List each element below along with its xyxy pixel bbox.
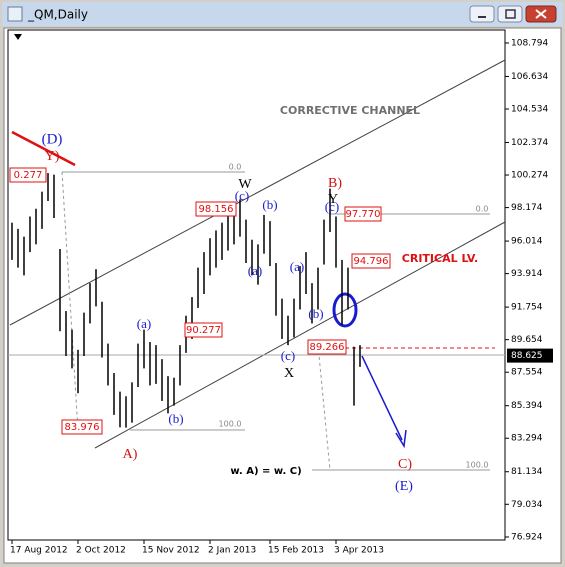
fib-label: 100.0: [219, 420, 242, 429]
wave-label: CRITICAL LV.: [402, 252, 478, 265]
x-tick-label: 15 Nov 2012: [142, 546, 200, 556]
fib-label: 0.0: [229, 163, 242, 172]
y-tick-label: 87.554: [511, 368, 543, 378]
wave-label: C): [398, 457, 412, 472]
minimize-button[interactable]: [469, 5, 495, 23]
y-tick-label: 93.914: [511, 269, 543, 279]
wave-label: (c): [325, 199, 339, 214]
wave-label: Y: [328, 192, 338, 207]
y-tick-label: 100.274: [511, 171, 548, 181]
y-tick-label: 76.924: [511, 532, 543, 542]
wave-label: (a): [248, 263, 262, 278]
fib-label: 100.0: [466, 461, 489, 470]
wave-label: CORRECTIVE CHANNEL: [280, 104, 420, 117]
y-tick-label: 85.394: [511, 401, 543, 411]
price-tag: 97.770: [346, 209, 381, 220]
window-title: _QM,Daily: [27, 8, 88, 22]
price-tag: 90.277: [186, 325, 221, 336]
price-tag-box: [195, 201, 237, 217]
plot: [7, 29, 506, 541]
window-icon: [7, 6, 23, 22]
arrow-head: [395, 429, 407, 449]
red-trendline: [11, 130, 76, 167]
y-tick-label: 102.374: [511, 138, 548, 148]
y-tick-label: 98.174: [511, 203, 543, 213]
x-tick-label: 3 Apr 2013: [334, 546, 384, 556]
wave-label: (D): [42, 131, 63, 147]
wave-label: (E): [395, 479, 413, 494]
x-tick-label: 17 Aug 2012: [10, 546, 68, 556]
wave-label: (b): [308, 306, 323, 321]
price-tag: 98.156: [199, 204, 234, 215]
channel-upper: [9, 59, 506, 326]
plot-border: [7, 29, 506, 541]
x-tick-label: 2 Jan 2013: [208, 546, 256, 556]
y-tick-label: 89.654: [511, 335, 543, 345]
wave-label: (c): [235, 188, 249, 203]
wave-label: W: [238, 177, 252, 192]
channel-lower: [94, 221, 506, 449]
wave-label: (c): [281, 348, 295, 363]
close-glyph: [535, 9, 547, 19]
fib-diagonal: [61, 171, 79, 431]
wave-label: X: [284, 366, 294, 381]
wave-label: A): [123, 447, 138, 462]
maximize-glyph: [505, 9, 516, 19]
x-tick-label: 2 Oct 2012: [76, 546, 126, 556]
price-tag-box: [9, 167, 47, 183]
wave-label: (b): [262, 197, 277, 212]
y-tick-label: 81.134: [511, 467, 543, 477]
current-price-box: [507, 348, 553, 363]
price-tag-box: [344, 206, 382, 222]
y-tick-label: 91.754: [511, 303, 543, 313]
current-price-label: 88.625: [511, 351, 543, 361]
price-tag: 83.976: [65, 422, 100, 433]
y-tick-label: 106.634: [511, 72, 548, 82]
price-tag-box: [184, 322, 223, 338]
price-tag: 94.796: [354, 256, 389, 267]
y-tick-label: 108.794: [511, 38, 548, 48]
price-tag: 89.266: [310, 342, 345, 353]
x-tick-label: 15 Feb 2013: [268, 546, 324, 556]
wave-label: Y): [45, 149, 60, 164]
projection-arrow: [361, 355, 403, 441]
fib-diagonal: [317, 344, 331, 471]
price-tag-box: [351, 253, 391, 269]
price-tag-box: [61, 419, 103, 435]
maximize-button[interactable]: [497, 5, 523, 23]
menu-triangle: [14, 34, 22, 40]
wave-label: B): [328, 176, 342, 191]
y-tick-label: 104.534: [511, 104, 548, 114]
y-tick-label: 83.294: [511, 434, 543, 444]
y-tick-label: 96.014: [511, 237, 543, 247]
wave-label: (b): [168, 411, 183, 426]
wave-label: (a): [137, 316, 151, 331]
wave-label: (a): [290, 259, 304, 274]
price-tag-box: [307, 339, 347, 355]
fib-label: 0.0: [476, 205, 489, 214]
price-tag: 0.277: [14, 170, 43, 181]
wave-label: w. A) = w. C): [230, 466, 301, 477]
y-tick-label: 79.034: [511, 500, 543, 510]
highlight-ellipse: [332, 292, 358, 328]
